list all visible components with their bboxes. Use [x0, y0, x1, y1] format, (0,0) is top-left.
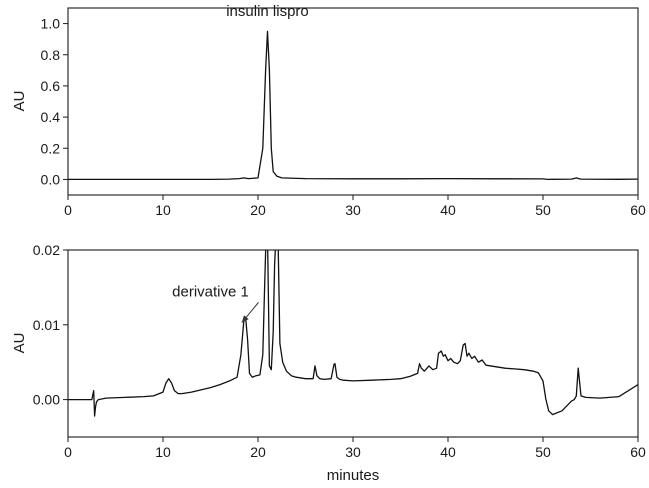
top-x-tick-label: 60	[630, 202, 646, 218]
top-tick-labels: 0 10 20 30 40 50 60 0.0 0.2 0.4 0.6 0.8 1.0	[41, 16, 646, 218]
top-axis-ticks	[63, 23, 639, 200]
bottom-plot-frame	[67, 249, 639, 438]
bottom-x-tick-label: 20	[250, 444, 266, 460]
top-x-tick-label: 0	[64, 202, 72, 218]
annotation-derivative-1: derivative 1	[172, 283, 249, 300]
top-y-tick-label: 0.8	[41, 47, 61, 63]
top-x-tick-label: 50	[535, 202, 551, 218]
bottom-x-tick-label: 10	[155, 444, 171, 460]
bottom-trace-line	[68, 250, 638, 417]
bottom-x-tick-label: 30	[345, 444, 361, 460]
top-y-tick-label: 0.2	[41, 140, 61, 156]
top-y-axis-label: AU	[11, 91, 28, 112]
bottom-y-tick-label: 0.02	[33, 242, 60, 258]
annotation-insulin-lispro: insulin lispro	[226, 3, 309, 20]
top-y-tick-label: 0.4	[41, 109, 61, 125]
top-plot-frame	[67, 7, 639, 196]
bottom-x-tick-label: 60	[630, 444, 646, 460]
top-x-tick-label: 30	[345, 202, 361, 218]
bottom-y-axis-label: AU	[11, 333, 28, 354]
top-x-tick-label: 10	[155, 202, 171, 218]
top-x-tick-label: 20	[250, 202, 266, 218]
derivative-arrowhead	[241, 315, 249, 323]
bottom-x-tick-label: 50	[535, 444, 551, 460]
bottom-tick-labels: 0 10 20 30 40 50 60 0.00 0.01 0.02	[33, 242, 646, 460]
x-axis-label: minutes	[327, 467, 380, 484]
top-chromatogram-panel: 0 10 20 30 40 50 60 0.0 0.2 0.4 0.6 0.8 1.0 AU insul…	[11, 3, 646, 218]
top-y-tick-label: 0.6	[41, 78, 61, 94]
bottom-y-tick-label: 0.01	[33, 317, 60, 333]
top-x-tick-label: 40	[440, 202, 456, 218]
bottom-y-tick-label: 0.00	[33, 392, 60, 408]
bottom-chromatogram-panel: 0 10 20 30 40 50 60 0.00 0.01 0.02 AU minutes der…	[11, 242, 646, 484]
bottom-axis-ticks	[63, 249, 639, 442]
bottom-x-tick-label: 40	[440, 444, 456, 460]
top-y-tick-label: 1.0	[41, 16, 61, 32]
top-trace-line	[68, 30, 638, 181]
bottom-x-tick-label: 0	[64, 444, 72, 460]
top-y-tick-label: 0.0	[41, 171, 61, 187]
